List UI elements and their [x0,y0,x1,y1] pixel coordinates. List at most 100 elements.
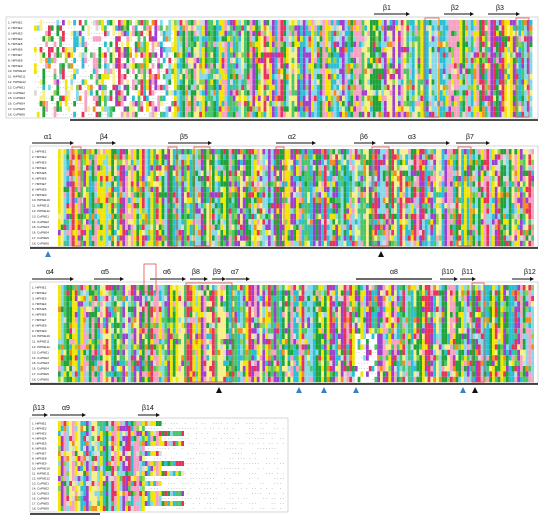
residue-cell [431,25,435,31]
residue-cell [204,30,208,37]
residue-cell [490,25,494,31]
residue-cell [458,197,462,203]
residue-cell [104,30,107,37]
residue-cell [86,208,89,214]
residue-cell [319,95,323,101]
residue-cell [214,159,218,166]
residue-cell [78,95,82,101]
residue-cell [158,203,162,209]
residue-cell [228,203,232,209]
residue-cell [364,101,368,107]
residue-cell [202,41,205,47]
residue-cell [501,74,505,80]
residue-cell [164,159,168,166]
residue-cell [293,154,296,160]
residue-cell [312,165,316,171]
residue-cell [504,79,508,85]
residue-cell [470,111,474,118]
residue-cell [428,47,432,53]
residue-cell [461,192,464,198]
residue-cell [119,181,123,187]
residue-cell [324,192,327,198]
residue-cell [419,181,422,187]
residue-cell [361,68,365,74]
residue-cell [171,101,174,107]
residue-cell [431,36,435,42]
sequence-name: 18. CsPNE6 [32,241,49,245]
residue-cell [78,52,82,58]
residue-cell [294,57,298,64]
residue-cell [405,165,408,171]
residue-cell [496,25,499,31]
residue-cell [162,30,166,37]
residue-cell [48,47,51,53]
residue-cell [262,186,266,193]
residue-cell [227,95,230,101]
residue-cell [204,63,208,69]
residue-cell [182,63,186,69]
residue-cell [506,165,509,171]
residue-cell [522,159,526,166]
residue-cell [111,186,114,193]
residue-cell [487,111,491,118]
residue-cell [286,90,289,96]
gap-dot [54,65,56,67]
residue-cell [422,154,425,160]
residue-cell [381,63,384,69]
residue-cell [226,176,229,182]
residue-cell [361,20,365,26]
residue-cell [526,90,530,96]
residue-cell [246,106,250,112]
residue-cell [388,165,392,171]
residue-cell [385,159,389,166]
residue-cell [48,52,51,58]
residue-cell [102,149,106,155]
residue-cell [269,106,272,112]
residue-cell [216,63,219,69]
residue-cell [451,106,454,112]
residue-cell [297,95,300,101]
residue-cell [216,90,219,96]
residue-cell [448,20,452,26]
residue-cell [58,170,61,176]
residue-cell [146,47,149,53]
residue-cell [104,101,107,107]
residue-cell [507,111,510,118]
residue-cell [524,90,527,96]
residue-cell [126,57,130,64]
residue-cell [486,149,490,155]
residue-cell [130,154,134,160]
residue-cell [318,154,322,160]
residue-cell [526,74,530,80]
gap-dot [65,114,67,115]
residue-cell [265,181,268,187]
residue-cell [342,57,345,64]
residue-cell [286,52,289,58]
gap-dot [37,87,39,88]
residue-cell [84,106,88,112]
residue-cell [227,101,230,107]
residue-cell [329,170,333,176]
residue-cell [394,192,397,198]
residue-cell [104,68,107,74]
residue-cell [234,149,238,155]
residue-cell [503,192,506,198]
residue-cell [490,52,494,58]
residue-cell [326,186,330,193]
residue-cell [301,154,305,160]
residue-cell [440,74,443,80]
residue-cell [245,203,249,209]
residue-cell [237,159,240,166]
residue-cell [445,25,449,31]
residue-cell [472,181,476,187]
residue-cell [370,90,373,96]
residue-cell [403,25,407,31]
residue-cell [150,165,154,171]
residue-cell [63,154,67,160]
residue-cell [123,25,127,31]
residue-cell [196,111,200,118]
residue-cell [319,101,323,107]
residue-cell [178,181,182,187]
residue-cell [165,30,169,37]
gap-dot [46,22,47,23]
